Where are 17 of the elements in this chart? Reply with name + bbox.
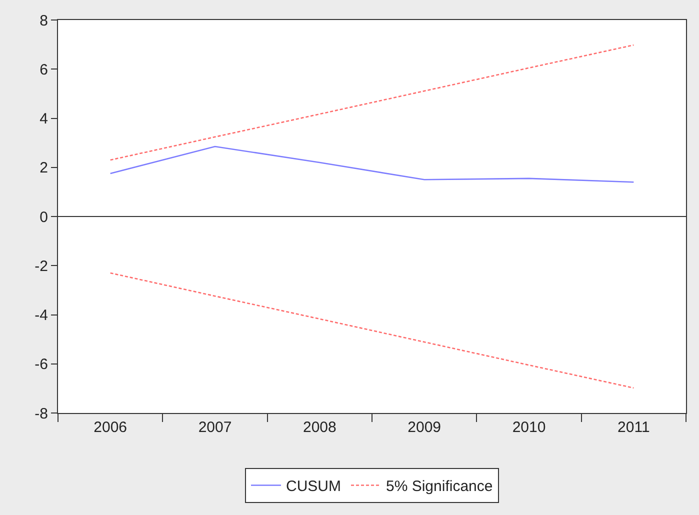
y-tick-label: -4	[34, 307, 48, 324]
x-tick-label: 2008	[302, 419, 336, 436]
x-tick-label: 2011	[618, 419, 650, 436]
x-tick-label: 2009	[408, 419, 442, 436]
legend-label: 5% Significance	[386, 478, 493, 496]
x-tick-label: 2006	[94, 419, 128, 436]
y-tick-label: 2	[40, 160, 48, 177]
y-tick-label: -2	[34, 258, 48, 275]
y-tick-label: 6	[40, 61, 48, 78]
y-tick-label: -6	[34, 356, 48, 374]
y-tick-label: -8	[34, 405, 48, 422]
y-tick-label: 0	[40, 208, 48, 226]
x-tick-label: 2007	[198, 419, 232, 436]
x-tick-label: 2010	[512, 419, 546, 436]
y-tick-label: 8	[40, 12, 48, 30]
y-tick-label: 4	[40, 110, 48, 128]
legend-label: CUSUM	[286, 478, 341, 496]
